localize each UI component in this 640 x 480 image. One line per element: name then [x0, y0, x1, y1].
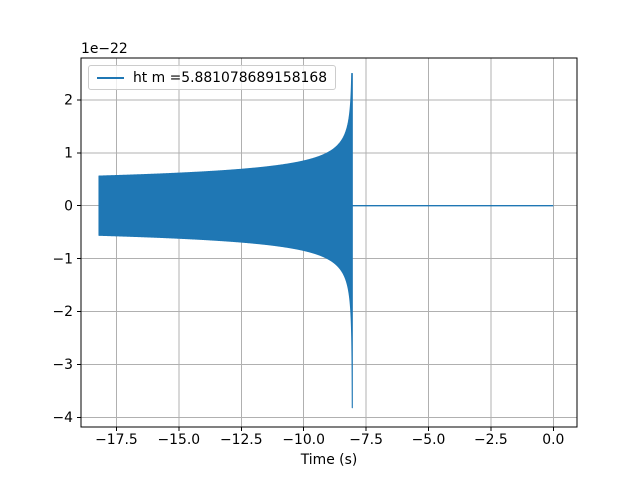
- x-tick-label: −15.0: [158, 432, 201, 448]
- axes-frame: [80, 57, 578, 428]
- x-tick-label: −5.0: [412, 432, 446, 448]
- series-layer: [98, 72, 554, 409]
- y-tick-label: −4: [53, 410, 74, 426]
- y-tick-label: 0: [64, 198, 73, 214]
- y-tick-label: −2: [53, 304, 73, 320]
- y-tick-label: 1: [64, 145, 73, 161]
- x-tick-label: −17.5: [95, 432, 138, 448]
- x-tick-label: 0.0: [542, 432, 564, 448]
- x-axis-title: Time (s): [300, 452, 358, 468]
- legend-label: ht m =5.881078689158168: [133, 69, 328, 86]
- waveform-series: [98, 72, 353, 409]
- y-tick-label: 2: [64, 93, 73, 109]
- y-tick-label: −1: [53, 251, 73, 267]
- x-tick-label: −10.0: [282, 432, 325, 448]
- legend-line-sample: [97, 76, 124, 79]
- y-axis-offset-label: 1e−22: [81, 41, 128, 57]
- x-tick-label: −12.5: [220, 432, 263, 448]
- y-tick-label: −3: [53, 357, 73, 373]
- x-tick-label: −7.5: [349, 432, 383, 448]
- x-tick-label: −2.5: [474, 432, 508, 448]
- legend: ht m =5.881078689158168: [88, 65, 337, 90]
- axis-layer: −17.5 −15.0 −12.5 −10.0 −7.5 −5.0 −2.5 0.0 2 1 0 −1…: [53, 57, 578, 448]
